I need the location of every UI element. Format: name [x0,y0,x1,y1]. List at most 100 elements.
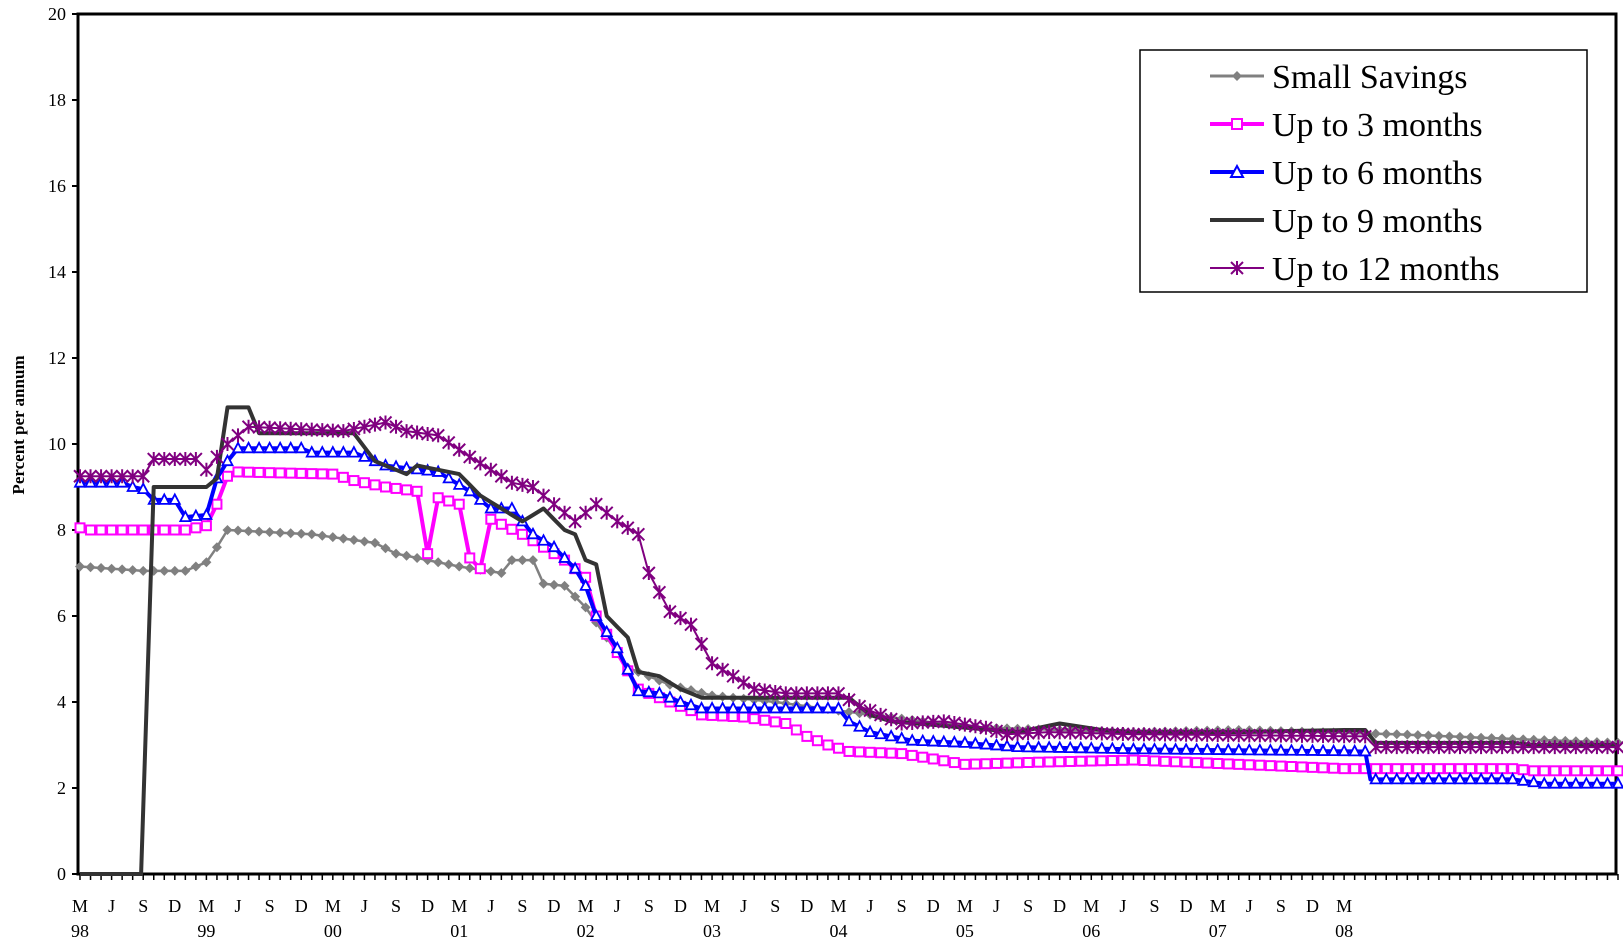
data-point [137,524,149,536]
x-tick-label: M [704,896,720,916]
data-point [1495,771,1509,785]
data-point [631,527,646,542]
data-point [1264,760,1276,772]
data-point [1402,729,1413,740]
data-point [431,428,445,443]
data-point [189,452,203,467]
legend-label-up-to-3-months: Up to 3 months [1272,107,1483,144]
data-point [1221,728,1235,743]
data-point [73,469,87,484]
data-point [358,477,370,489]
data-point [158,524,170,536]
data-point [473,456,488,471]
x-tick-label: J [740,896,747,916]
x-year-label: 02 [577,921,595,941]
data-point [1611,740,1623,755]
data-point [1242,742,1256,756]
data-point [580,602,591,613]
data-point [673,611,688,626]
data-point [884,712,898,727]
data-point [789,701,803,714]
data-point [275,527,286,538]
data-point [242,440,256,454]
x-year-label: 99 [197,921,215,941]
data-point [1326,729,1341,744]
data-point [368,417,382,432]
data-point [1075,755,1087,767]
data-point [74,522,86,534]
x-tick-label: S [517,896,527,916]
data-point [684,617,698,632]
data-point [317,530,328,541]
data-point [768,701,782,714]
data-point [222,525,233,535]
data-point [1116,726,1130,741]
data-point [600,624,614,638]
data-point [359,536,370,547]
data-point [916,733,930,747]
data-point [338,533,349,544]
data-point [1401,763,1413,775]
data-point [621,662,635,675]
data-point [1443,763,1455,775]
data-point [1010,726,1025,741]
data-point [1379,771,1393,785]
data-point [1475,763,1487,775]
data-point [1085,755,1097,767]
data-point [738,711,750,723]
data-point [631,683,645,697]
data-point [1200,742,1214,755]
data-point [1442,740,1457,755]
data-point [673,694,687,707]
data-point [1580,765,1592,777]
data-point [474,563,486,575]
data-point [737,701,751,714]
data-point [1117,754,1129,766]
data-point [1421,771,1435,785]
data-point [538,578,549,589]
data-point [1433,763,1445,775]
data-point [506,523,518,535]
data-point [526,480,540,494]
data-point [1189,727,1204,742]
data-point [1074,740,1088,754]
data-point [1126,741,1140,755]
data-point [1253,743,1267,756]
data-point [1116,741,1130,755]
data-point [252,440,266,454]
data-point [1011,739,1025,753]
data-point [178,509,192,522]
data-point [1370,763,1382,775]
data-point [348,475,360,487]
data-point [1242,728,1257,743]
data-point [842,692,856,707]
data-point [1105,726,1120,741]
data-point [390,482,402,494]
data-point [726,669,740,684]
data-point [1453,740,1467,755]
data-point [305,422,319,437]
data-point [917,751,929,763]
data-point [1381,728,1392,739]
data-point [831,701,845,714]
data-point [1390,740,1404,755]
data-point [1338,763,1350,775]
data-point [1528,765,1540,777]
data-point [1464,771,1478,785]
data-point [780,718,792,729]
data-point [443,559,454,570]
data-point [1043,756,1055,768]
data-point [1411,740,1425,755]
data-point [117,564,128,575]
data-point [527,555,538,566]
data-point [316,468,328,480]
data-point [1390,771,1404,785]
data-point [800,701,814,714]
data-point [274,467,286,479]
x-tick-label: S [265,896,275,916]
data-point [1232,742,1246,756]
data-point [464,552,476,564]
data-point [104,469,119,484]
data-point [1307,761,1319,773]
data-point [85,562,96,573]
